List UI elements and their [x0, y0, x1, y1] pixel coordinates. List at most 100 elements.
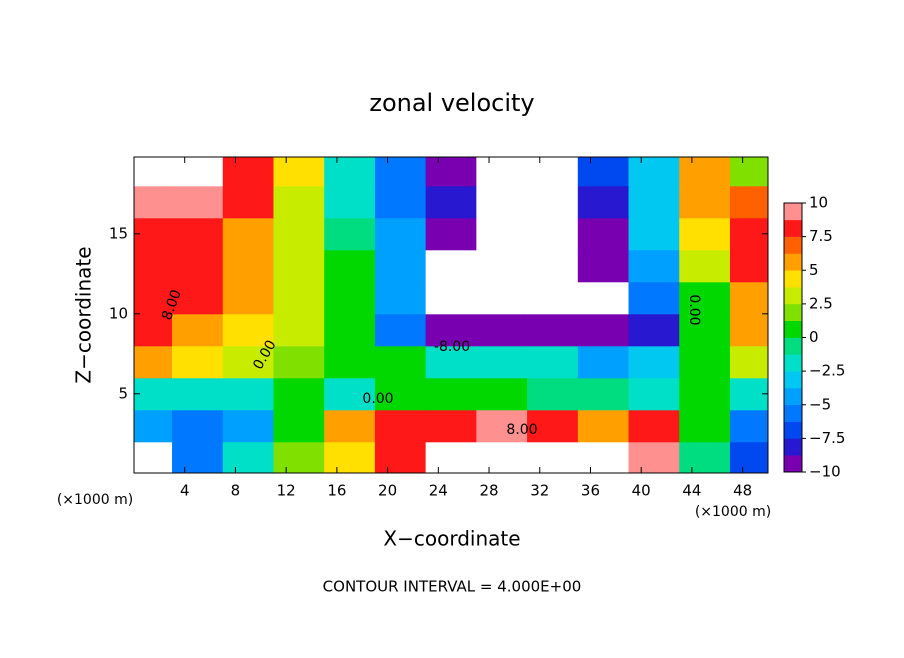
cell	[628, 157, 680, 187]
cell	[476, 185, 528, 219]
cell	[527, 345, 579, 379]
cell	[324, 217, 376, 251]
cell	[425, 441, 477, 473]
cell	[273, 377, 325, 411]
cell	[374, 409, 427, 443]
x-unit: (×1000 m)	[57, 492, 133, 508]
x-tick-label: 8	[231, 482, 241, 500]
cell	[324, 185, 376, 219]
cell	[134, 157, 173, 187]
cell	[222, 409, 274, 443]
colorbar-bin	[784, 320, 802, 338]
cell	[729, 313, 768, 347]
cell	[729, 157, 768, 187]
cell	[324, 281, 376, 315]
cell	[172, 157, 224, 187]
cell	[324, 377, 376, 411]
cell	[476, 281, 528, 315]
cell	[222, 345, 274, 379]
cell	[679, 409, 731, 443]
colorbar-tick-label: −10	[809, 463, 841, 481]
plot-frame	[133, 156, 769, 474]
y-tick-label: 15	[109, 224, 128, 242]
cell	[134, 217, 173, 251]
cell	[527, 409, 579, 443]
cell	[577, 217, 630, 251]
x-tick-label: 16	[327, 482, 346, 500]
contour-label: 0.00	[362, 391, 393, 407]
footnote: CONTOUR INTERVAL = 4.000E+00	[323, 578, 582, 596]
cell	[729, 409, 768, 443]
cell	[425, 249, 477, 283]
cell	[172, 249, 224, 283]
cell	[324, 313, 376, 347]
cell	[134, 409, 173, 443]
colorbar-tick-label: 10	[809, 194, 828, 212]
cell	[425, 377, 477, 411]
cell	[628, 441, 680, 473]
colorbar-bin	[784, 219, 802, 237]
cell	[476, 313, 528, 347]
cell	[134, 281, 173, 315]
cell	[425, 345, 477, 379]
colorbar-tick-label: 0	[809, 328, 819, 346]
cell	[628, 313, 680, 347]
cell	[577, 281, 630, 315]
cell	[324, 249, 376, 283]
cell	[172, 281, 224, 315]
colorbar-bin	[784, 455, 802, 473]
cell	[374, 185, 427, 219]
colorbar-bin	[784, 354, 802, 372]
cell	[172, 217, 224, 251]
x-unit: (×1000 m)	[695, 504, 771, 520]
cell	[679, 185, 731, 219]
y-axis-label: Z−coordinate	[72, 246, 96, 383]
x-tick-label: 12	[277, 482, 296, 500]
cell	[374, 217, 427, 251]
cell	[425, 409, 477, 443]
colorbar-bin	[784, 337, 802, 355]
cell	[476, 345, 528, 379]
cell	[476, 377, 528, 411]
cell	[324, 409, 376, 443]
cell	[628, 409, 680, 443]
colorbar-bin	[784, 287, 802, 305]
cell	[729, 345, 768, 379]
cell	[324, 157, 376, 187]
cell	[374, 281, 427, 315]
x-tick-label: 24	[429, 482, 448, 500]
cell	[273, 409, 325, 443]
cell	[628, 345, 680, 379]
cell	[628, 249, 680, 283]
cell	[222, 185, 274, 219]
cell	[729, 281, 768, 315]
cell	[527, 441, 579, 473]
cell	[476, 409, 528, 443]
cell	[527, 313, 579, 347]
cell	[425, 281, 477, 315]
chart-title: zonal velocity	[369, 89, 534, 117]
cell	[172, 313, 224, 347]
cell	[374, 313, 427, 347]
cell	[172, 409, 224, 443]
field	[134, 157, 768, 473]
cell	[273, 249, 325, 283]
cell	[729, 377, 768, 411]
cell	[679, 157, 731, 187]
cell	[374, 345, 427, 379]
cell	[425, 185, 477, 219]
x-tick-label: 40	[632, 482, 651, 500]
cell	[679, 377, 731, 411]
contour-label: 8.00	[506, 422, 537, 438]
cell	[729, 441, 768, 473]
x-tick-label: 44	[682, 482, 701, 500]
colorbar-bin	[784, 303, 802, 321]
colorbar-bin	[784, 421, 802, 439]
cell	[628, 281, 680, 315]
cell	[134, 249, 173, 283]
cell	[324, 441, 376, 473]
cell	[222, 441, 274, 473]
cell	[679, 441, 731, 473]
cell	[577, 377, 630, 411]
